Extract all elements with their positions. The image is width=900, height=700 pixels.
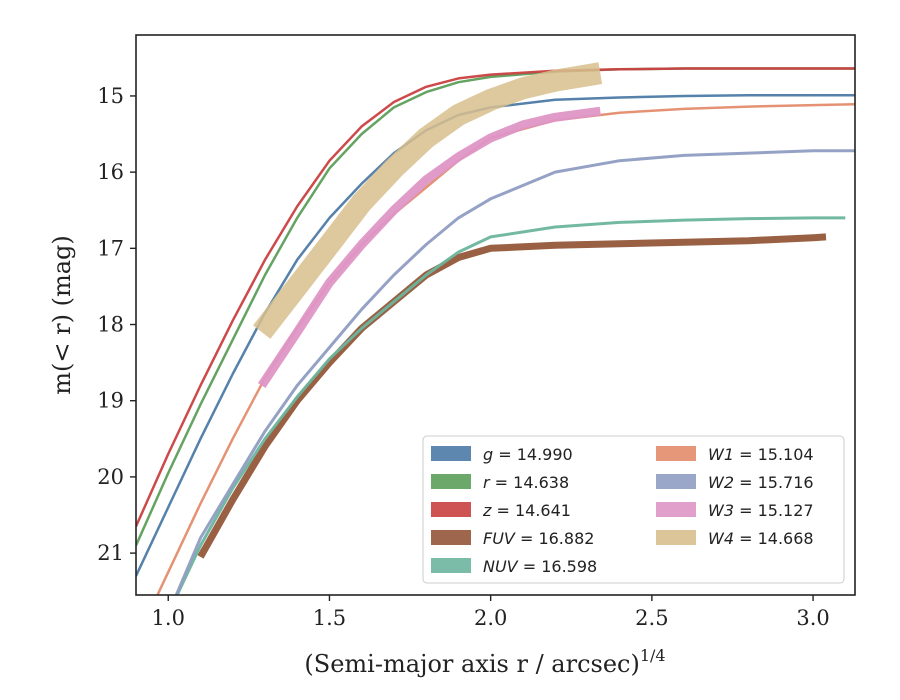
y-tick-label: 21	[97, 541, 124, 565]
legend-swatch-fuv	[431, 530, 471, 545]
x-tick-label: 3.0	[796, 606, 829, 630]
legend-label-w3: W3 = 15.127	[708, 501, 814, 520]
legend-label-g: g = 14.990	[483, 445, 573, 464]
legend-swatch-r	[431, 474, 471, 489]
y-tick-label: 18	[97, 313, 124, 337]
y-axis: 15 16 17 18 19 20 21	[97, 84, 136, 565]
legend-label-w4: W4 = 14.668	[708, 529, 814, 548]
x-tick-label: 2.5	[635, 606, 668, 630]
x-axis-label-text: (Semi-major axis r / arcsec)	[304, 650, 639, 678]
legend-swatch-w3	[656, 502, 696, 517]
legend-label-fuv: FUV = 16.882	[483, 529, 594, 548]
legend-swatch-g	[431, 446, 471, 461]
legend-label-z: z = 14.641	[482, 501, 571, 520]
x-axis-label-exponent: 1/4	[640, 646, 666, 665]
series-line-fuv	[197, 233, 827, 559]
legend-swatch-z	[431, 502, 471, 517]
y-tick-label: 17	[97, 236, 124, 260]
legend-swatch-w4	[656, 530, 696, 545]
legend-label-w1: W1 = 15.104	[708, 445, 814, 464]
legend-label-r: r = 14.638	[483, 473, 569, 492]
x-tick-label: 1.0	[152, 606, 185, 630]
series-line-w2	[174, 149, 855, 595]
series-line-w3	[257, 106, 601, 388]
legend: g = 14.990 r = 14.638 z = 14.641 FUV = 16.8…	[422, 435, 845, 584]
series-layer	[136, 62, 855, 595]
legend-box	[422, 435, 845, 584]
series-line-w1	[156, 103, 855, 595]
y-tick-label: 16	[97, 160, 124, 184]
series-line-nuv	[175, 216, 846, 595]
legend-swatch-w1	[656, 446, 696, 461]
series-line-z	[136, 67, 855, 527]
legend-label-nuv: NUV = 16.598	[483, 557, 597, 576]
y-tick-label: 19	[97, 389, 124, 413]
y-tick-label: 15	[97, 84, 124, 108]
y-tick-label: 20	[97, 465, 124, 489]
series-line-w4	[253, 62, 603, 339]
legend-swatch-w2	[656, 474, 696, 489]
x-axis-label: (Semi-major axis r / arcsec)1/4	[304, 646, 665, 678]
x-axis: 1.0 1.5 2.0 2.5 3.0	[152, 595, 830, 630]
plot-frame	[135, 34, 856, 596]
legend-swatch-nuv	[431, 558, 471, 573]
legend-label-w2: W2 = 15.716	[708, 473, 814, 492]
y-axis-label: m(< r) (mag)	[48, 235, 76, 394]
x-tick-label: 1.5	[313, 606, 346, 630]
x-tick-label: 2.0	[474, 606, 507, 630]
